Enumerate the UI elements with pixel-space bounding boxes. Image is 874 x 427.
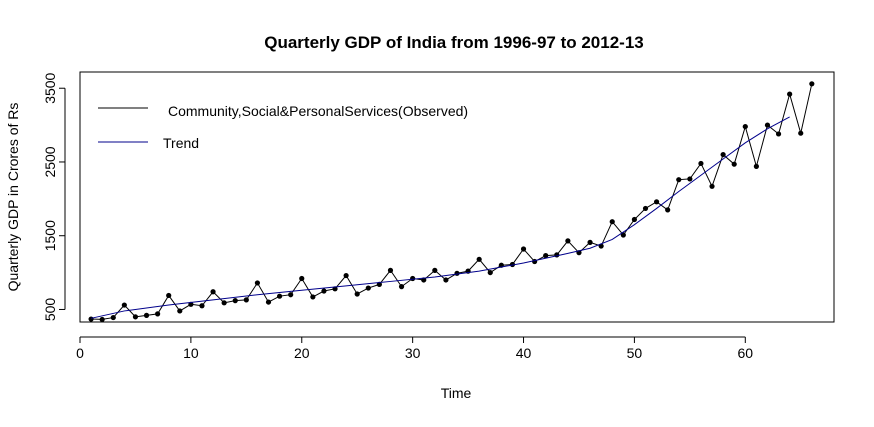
x-tick-label: 20: [294, 345, 310, 361]
x-tick-label: 60: [738, 345, 754, 361]
x-tick-label: 40: [516, 345, 532, 361]
observed-data-point: [254, 280, 261, 286]
x-axis-label: Time: [441, 385, 472, 401]
y-axis-label: Quarterly GDP in Crores of Rs: [5, 103, 21, 292]
legend-label-observed: Community,Social&PersonalServices(Observ…: [168, 103, 468, 119]
observed-data-point: [88, 316, 94, 322]
observed-data-point: [143, 312, 150, 318]
y-tick-label: 2500: [42, 146, 58, 177]
observed-data-point: [764, 122, 771, 128]
observed-data-point: [410, 275, 416, 282]
observed-data-point: [232, 298, 238, 304]
observed-data-point: [343, 272, 349, 279]
x-tick-label: 30: [405, 345, 421, 361]
observed-data-point: [121, 302, 127, 308]
plot-frame: [79, 71, 835, 323]
observed-data-point: [742, 123, 748, 130]
y-tick-label: 1500: [42, 220, 58, 251]
observed-data-point: [609, 219, 615, 225]
x-axis: 0 10 20 30 40 50 60: [76, 336, 754, 361]
observed-data-point: [509, 261, 516, 268]
y-tick-label: 500: [42, 298, 58, 322]
observed-data-point: [387, 267, 394, 273]
observed-data-point: [720, 151, 726, 158]
trend-series-line: [90, 116, 790, 319]
observed-data-point: [221, 300, 227, 306]
x-tick-label: 50: [627, 345, 643, 361]
series-layer: [88, 81, 815, 323]
observed-data-point: [698, 160, 704, 167]
observed-data-point: [110, 314, 116, 321]
observed-data-point: [210, 289, 216, 295]
observed-data-point: [199, 303, 205, 309]
observed-data-point: [310, 294, 316, 300]
chart-title: Quarterly GDP of India from 1996-97 to 2…: [264, 33, 644, 52]
observed-data-point: [354, 291, 360, 297]
observed-data-point: [265, 299, 272, 305]
observed-data-point: [631, 216, 638, 223]
observed-data-point: [565, 238, 571, 244]
observed-data-point: [676, 177, 682, 183]
observed-data-point: [543, 253, 549, 259]
observed-data-point: [166, 292, 172, 299]
observed-data-point: [99, 316, 105, 323]
observed-data-point: [476, 256, 482, 262]
legend-label-trend: Trend: [163, 135, 199, 151]
observed-data-point: [642, 205, 649, 212]
observed-data-point: [587, 239, 593, 245]
observed-data-point: [775, 131, 782, 137]
observed-data-point: [687, 176, 693, 182]
observed-data-point: [398, 284, 405, 290]
y-axis: 500 1500 2500 3500: [42, 72, 66, 322]
observed-data-point: [432, 267, 438, 273]
x-tick-label: 10: [183, 345, 199, 361]
observed-data-point: [665, 207, 671, 213]
observed-data-point: [243, 297, 249, 303]
observed-data-point: [653, 199, 660, 205]
observed-data-point: [132, 314, 139, 320]
observed-series-line: [91, 83, 813, 320]
observed-data-point: [709, 183, 715, 189]
observed-data-point: [177, 308, 183, 314]
observed-data-point: [288, 292, 294, 298]
observed-data-point: [787, 91, 793, 97]
observed-data-point: [620, 232, 626, 238]
y-tick-label: 3500: [42, 72, 58, 103]
observed-data-point: [798, 130, 804, 136]
observed-data-point: [299, 275, 305, 282]
observed-data-point: [520, 246, 527, 252]
observed-data-point: [487, 269, 493, 276]
x-tick-label: 0: [76, 345, 84, 361]
observed-data-point: [731, 161, 737, 167]
observed-data-point: [443, 277, 449, 283]
observed-data-point: [753, 163, 759, 169]
observed-data-point: [276, 293, 283, 299]
observed-data-point: [809, 81, 815, 87]
observed-data-point: [155, 311, 161, 317]
observed-data-point: [365, 285, 371, 291]
observed-data-point: [321, 288, 327, 294]
legend: Community,Social&PersonalServices(Observ…: [98, 103, 468, 151]
